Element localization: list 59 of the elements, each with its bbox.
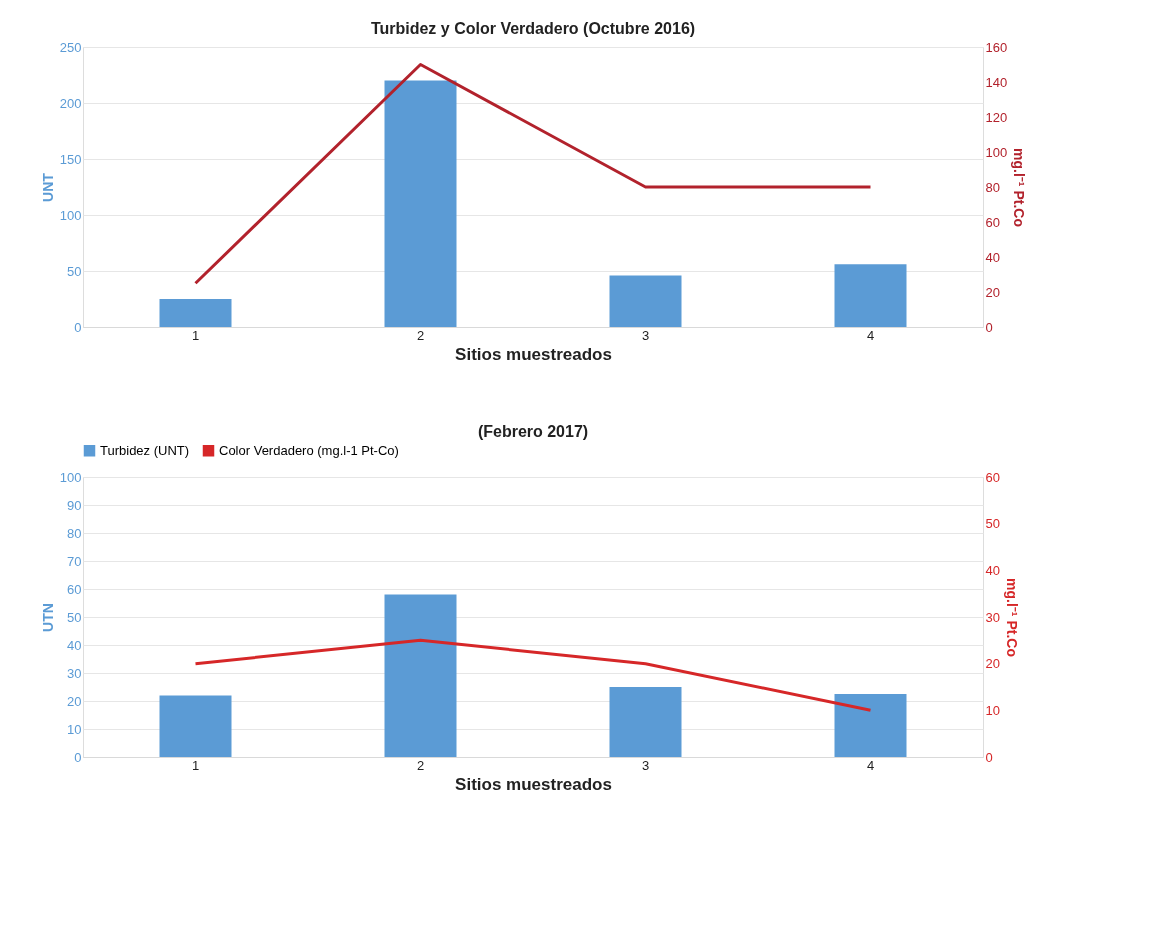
y-tick-label: 10: [67, 721, 82, 737]
x-tick-label: 1: [191, 327, 200, 343]
y2-tick-label: 50: [985, 516, 1000, 532]
x-tick-label: 2: [416, 757, 425, 773]
y-tick-label: 150: [59, 151, 82, 167]
y-tick-label: 100: [59, 207, 82, 223]
y2-tick-label: 10: [985, 702, 1000, 718]
y2-tick-label: 0: [985, 749, 993, 765]
y2-tick-label: 40: [985, 249, 1000, 265]
y2-tick-label: 160: [985, 39, 1008, 55]
legend-label: Color Verdadero (mg.l-1 Pt-Co): [219, 442, 399, 458]
y-tick-label: 100: [59, 469, 82, 485]
x-tick-label: 3: [641, 327, 650, 343]
y-tick-label: 0: [74, 319, 82, 335]
bar: [609, 687, 682, 757]
bar: [384, 594, 457, 757]
legend-label: Turbidez (UNT): [100, 442, 190, 458]
y2-tick-label: 80: [985, 179, 1000, 195]
y2-tick-label: 0: [985, 319, 993, 335]
y-tick-label: 40: [67, 637, 82, 653]
y2-tick-label: 20: [985, 284, 1000, 300]
x-axis-title: Sitios muestreados: [455, 774, 612, 794]
y2-tick-label: 60: [985, 469, 1000, 485]
x-tick-label: 1: [191, 757, 200, 773]
bar: [384, 80, 457, 327]
chart-title: (Febrero 2017): [477, 423, 589, 440]
y2-tick-label: 100: [985, 144, 1008, 160]
y-tick-label: 20: [67, 693, 82, 709]
y2-tick-label: 30: [985, 609, 1000, 625]
y2-tick-label: 140: [985, 74, 1008, 90]
x-tick-label: 4: [866, 327, 875, 343]
y-tick-label: 50: [67, 609, 82, 625]
y2-tick-label: 120: [985, 109, 1008, 125]
bar: [834, 264, 907, 327]
x-axis-title: Sitios muestreados: [455, 344, 612, 364]
x-tick-label: 3: [641, 757, 650, 773]
y-axis-title: UNT: [39, 172, 56, 202]
bar: [834, 694, 907, 757]
y-tick-label: 0: [74, 749, 82, 765]
y2-tick-label: 20: [985, 656, 1000, 672]
chart-title: Turbidez y Color Verdadero (Octubre 2016): [370, 20, 696, 37]
bar: [609, 275, 682, 327]
y2-axis-title: mg.l⁻¹ Pt.Co: [1011, 148, 1028, 227]
y2-axis-title: mg.l⁻¹ Pt.Co: [1003, 578, 1020, 657]
y2-tick-label: 40: [985, 562, 1000, 578]
y-tick-label: 70: [67, 553, 82, 569]
y-tick-label: 250: [59, 39, 82, 55]
y-axis-title: UTN: [39, 603, 56, 632]
x-tick-label: 4: [866, 757, 875, 773]
y-tick-label: 80: [67, 525, 82, 541]
x-tick-label: 2: [416, 327, 425, 343]
y-tick-label: 30: [67, 665, 82, 681]
y-tick-label: 90: [67, 497, 82, 513]
y-tick-label: 60: [67, 581, 82, 597]
y-tick-label: 50: [67, 263, 82, 279]
bar: [159, 299, 232, 327]
y-tick-label: 200: [59, 95, 82, 111]
bar: [159, 695, 232, 757]
y2-tick-label: 60: [985, 214, 1000, 230]
